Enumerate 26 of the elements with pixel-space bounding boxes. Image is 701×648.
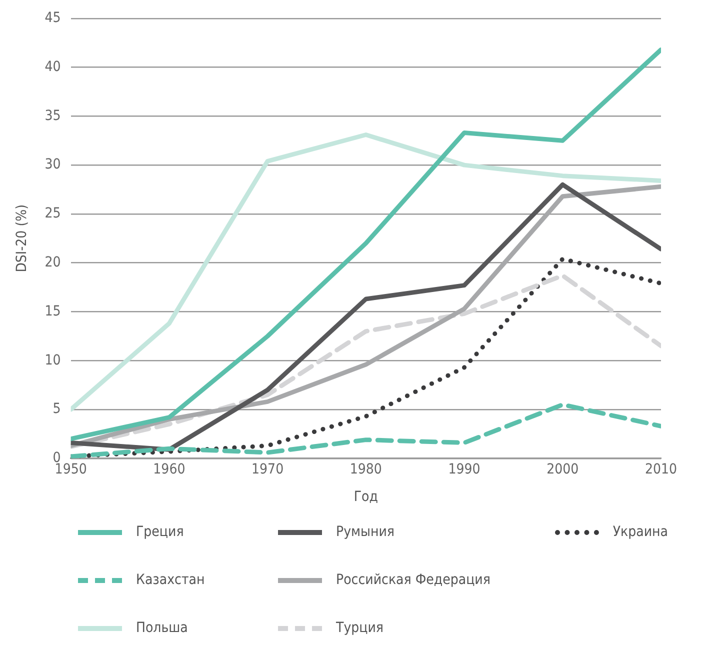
y-axis-title: DSI-20 (%) [14, 204, 30, 272]
x-tick-label: 1970 [252, 461, 284, 478]
legend-label: Румыния [336, 524, 394, 540]
y-tick-label: 10 [44, 352, 61, 368]
legend-label: Греция [136, 524, 184, 540]
y-tick-label: 20 [44, 254, 61, 270]
y-tick-label: 30 [44, 156, 61, 173]
y-tick-label: 15 [44, 303, 61, 320]
x-tick-label: 2000 [546, 461, 579, 478]
y-tick-label: 5 [52, 401, 61, 418]
legend-label: Турция [336, 620, 384, 636]
y-tick-label: 25 [44, 206, 61, 222]
x-tick-label: 2010 [644, 461, 678, 478]
legend-label: Украина [612, 524, 668, 540]
legend-label: Казахстан [136, 572, 205, 588]
x-axis-title: Год [354, 489, 378, 506]
x-tick-label: 1950 [54, 461, 87, 478]
legend-label: Российская Федерация [336, 572, 490, 588]
x-tick-label: 1980 [350, 461, 382, 478]
legend-label: Польша [136, 620, 188, 636]
y-tick-label: 40 [44, 58, 61, 75]
y-tick-label: 45 [44, 10, 61, 26]
x-tick-label: 1990 [448, 461, 480, 478]
x-tick-label: 1960 [153, 461, 186, 478]
y-tick-label: 35 [44, 108, 61, 124]
line-series [70, 402, 661, 458]
